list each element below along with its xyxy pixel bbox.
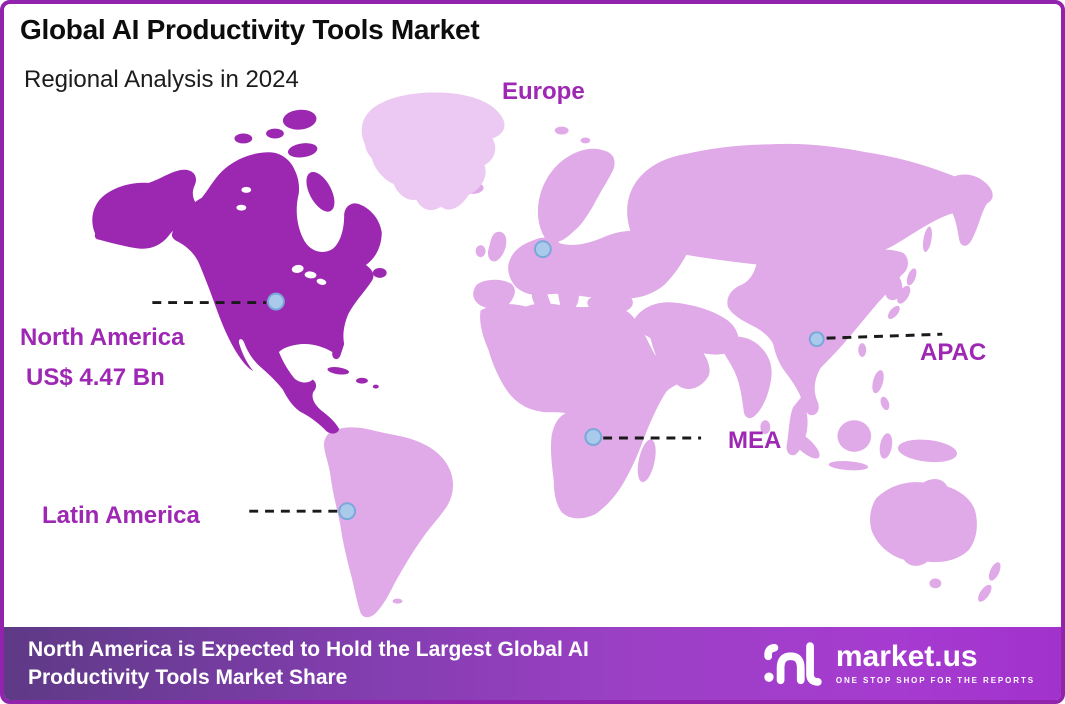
map-markers	[267, 240, 825, 521]
logo-tagline: ONE STOP SHOP FOR THE REPORTS	[835, 676, 1035, 685]
region-label-north-america: North America	[20, 324, 185, 351]
page-title: Global AI Productivity Tools Market	[20, 14, 480, 45]
marker-apac	[808, 331, 825, 348]
marketus-logo: market.us ONE STOP SHOP FOR THE REPORTS	[762, 636, 1035, 692]
region-label-latin-america: Latin America	[42, 502, 200, 529]
banner-text: North America is Expected to Hold the La…	[28, 638, 589, 689]
marker-europe	[533, 240, 552, 259]
logo-name: market.us	[835, 640, 978, 673]
region-label-apac: APAC	[920, 339, 987, 366]
footer-banner: North America is Expected to Hold the La…	[4, 627, 1061, 700]
leader-lines	[152, 301, 943, 513]
marketus-logo-icon	[764, 641, 822, 686]
world-map	[92, 92, 1001, 618]
region-label-mea: MEA	[728, 427, 782, 454]
page-subtitle: Regional Analysis in 2024	[24, 66, 299, 93]
map-region-greenland	[361, 92, 505, 211]
region-label-europe: Europe	[502, 78, 585, 105]
leader-line-apac	[826, 332, 943, 340]
marker-north-america	[267, 292, 285, 311]
region-value-north-america: US$ 4.47 Bn	[26, 364, 165, 391]
map-lakes	[236, 186, 327, 285]
marker-mea	[584, 428, 603, 446]
marker-latin-america	[338, 502, 357, 521]
